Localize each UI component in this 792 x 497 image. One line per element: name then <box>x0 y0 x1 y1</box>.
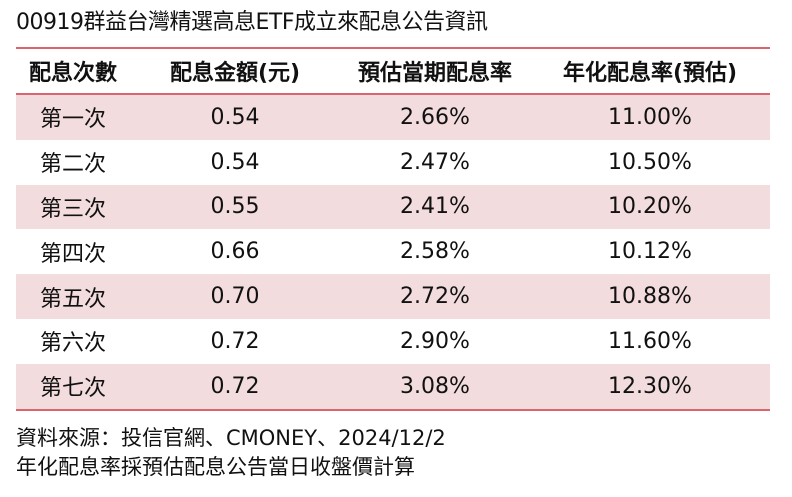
cell-estimated-yield: 2.90% <box>400 328 470 354</box>
page-title: 00919群益台灣精選高息ETF成立來配息公告資訊 <box>16 10 488 35</box>
dividend-table: 配息次數 配息金額(元) 預估當期配息率 年化配息率(預估) 第一次 0.54 … <box>16 47 770 411</box>
cell-annualized-yield: 10.50% <box>608 149 692 175</box>
table-row: 第三次 0.55 2.41% 10.20% <box>16 184 770 230</box>
table-row: 第四次 0.66 2.58% 10.12% <box>16 229 770 274</box>
table-row: 第一次 0.54 2.66% 11.00% <box>16 95 770 140</box>
cell-payout-amount: 0.70 <box>210 284 260 310</box>
cell-payout-amount: 0.55 <box>210 194 260 220</box>
cell-annualized-yield: 12.30% <box>608 373 692 399</box>
cell-estimated-yield: 2.58% <box>400 239 470 265</box>
cell-annualized-yield: 11.60% <box>608 328 692 354</box>
cell-annualized-yield: 10.20% <box>608 194 692 220</box>
cell-payout-amount: 0.54 <box>210 104 260 130</box>
calculation-note: 年化配息率採預估配息公告當日收盤價計算 <box>16 455 415 479</box>
cell-payout-count: 第一次 <box>39 107 106 133</box>
footer-notes: 資料來源：投信官網、CMONEY、2024/12/2 年化配息率採預估配息公告當… <box>16 424 446 482</box>
cell-estimated-yield: 2.66% <box>400 104 470 130</box>
cell-payout-count: 第四次 <box>39 241 106 267</box>
cell-payout-count: 第六次 <box>39 331 106 357</box>
cell-estimated-yield: 3.08% <box>400 373 470 399</box>
table-row: 第七次 0.72 3.08% 12.30% <box>16 363 770 409</box>
cell-estimated-yield: 2.41% <box>400 194 470 220</box>
header-estimated-yield: 預估當期配息率 <box>357 61 512 86</box>
cell-payout-count: 第五次 <box>39 286 106 312</box>
cell-annualized-yield: 10.12% <box>608 239 692 265</box>
table-row: 第二次 0.54 2.47% 10.50% <box>16 140 770 185</box>
cell-payout-count: 第七次 <box>39 376 106 402</box>
cell-payout-amount: 0.54 <box>210 149 260 175</box>
cell-estimated-yield: 2.72% <box>400 284 470 310</box>
header-payout-amount: 配息金額(元) <box>169 61 301 86</box>
table-top-rule <box>16 47 770 49</box>
header-annualized-yield: 年化配息率(預估) <box>562 61 738 86</box>
cell-annualized-yield: 10.88% <box>608 284 692 310</box>
table-header-row: 配息次數 配息金額(元) 預估當期配息率 年化配息率(預估) <box>16 49 770 93</box>
cell-payout-amount: 0.66 <box>210 239 260 265</box>
cell-payout-count: 第三次 <box>39 196 106 222</box>
table-bottom-rule <box>16 408 770 411</box>
table-row: 第六次 0.72 2.90% 11.60% <box>16 319 770 364</box>
table-row: 第五次 0.70 2.72% 10.88% <box>16 274 770 319</box>
cell-payout-count: 第二次 <box>39 152 106 178</box>
table-header-rule <box>16 93 770 95</box>
header-payout-count: 配息次數 <box>28 61 117 86</box>
cell-estimated-yield: 2.47% <box>400 149 470 175</box>
source-note: 資料來源：投信官網、CMONEY、2024/12/2 <box>16 426 446 450</box>
cell-payout-amount: 0.72 <box>210 328 260 354</box>
cell-payout-amount: 0.72 <box>210 373 260 399</box>
cell-annualized-yield: 11.00% <box>608 104 692 130</box>
